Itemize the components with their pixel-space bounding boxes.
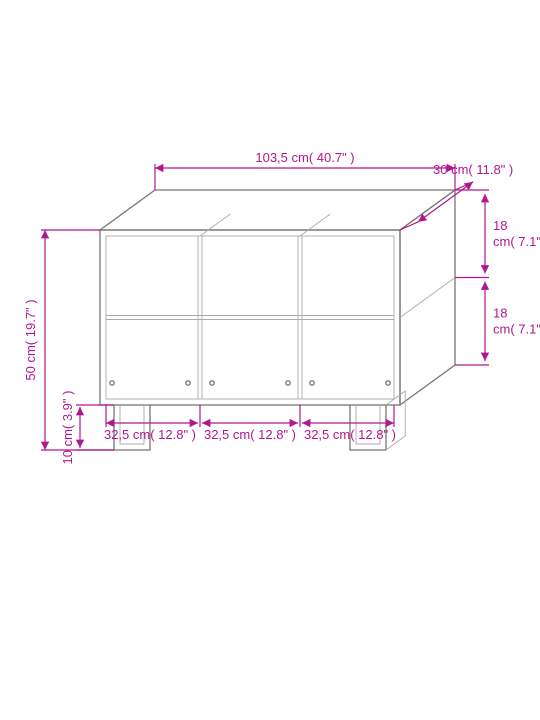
svg-text:cm( 7.1" ): cm( 7.1" ) (493, 321, 540, 336)
svg-text:cm( 7.1" ): cm( 7.1" ) (493, 234, 540, 249)
dim-col-1: 32,5 cm( 12.8" ) (104, 427, 196, 442)
dim-height: 50 cm( 19.7" ) (23, 299, 38, 380)
dim-col-2: 32,5 cm( 12.8" ) (204, 427, 296, 442)
dim-col-3: 32,5 cm( 12.8" ) (304, 427, 396, 442)
dim-depth: 30 cm( 11.8" ) (433, 162, 513, 177)
dim-width: 103,5 cm( 40.7" ) (255, 150, 354, 165)
dim-shelf-2: 18 (493, 305, 507, 320)
dim-shelf-1: 18 (493, 218, 507, 233)
dim-leg: 10 cm( 3.9" ) (60, 391, 75, 465)
